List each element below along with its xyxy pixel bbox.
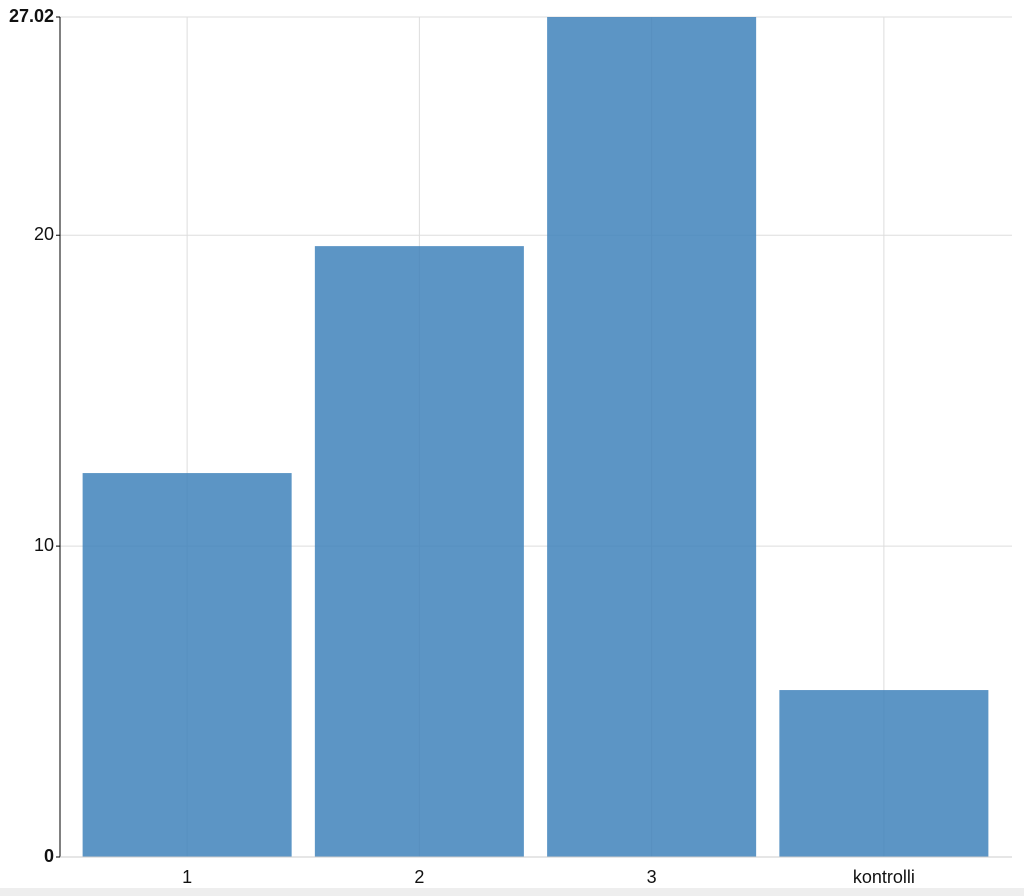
- y-tick-label: 0: [44, 846, 54, 866]
- bar: [779, 690, 989, 857]
- y-tick-label: 20: [34, 224, 54, 244]
- bar: [82, 473, 292, 857]
- bottom-strip: [0, 888, 1024, 896]
- bar: [547, 17, 757, 857]
- x-tick-label: 2: [414, 867, 424, 887]
- y-tick-label: 10: [34, 535, 54, 555]
- x-tick-label: 3: [647, 867, 657, 887]
- x-tick-label: kontrolli: [853, 867, 915, 887]
- bar: [314, 246, 524, 858]
- y-tick-label: 27.02: [9, 6, 54, 26]
- x-tick-label: 1: [182, 867, 192, 887]
